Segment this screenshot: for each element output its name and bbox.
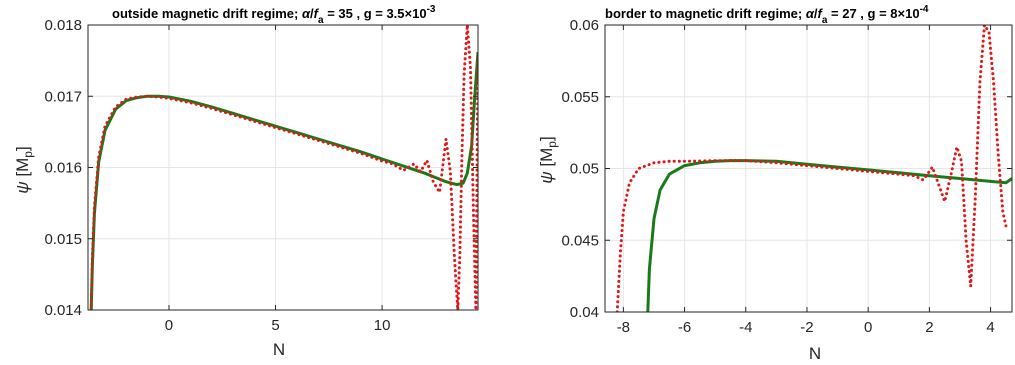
- x-tick-label: 10: [374, 317, 391, 334]
- series-group: [615, 25, 1012, 312]
- y-tick-label: 0.05: [570, 161, 599, 178]
- series-line-dotted: [615, 25, 1008, 312]
- y-axis-label: ψ [Mp]: [13, 146, 35, 193]
- y-tick-label: 0.015: [44, 231, 82, 248]
- x-axis-label: N: [809, 344, 821, 363]
- series-line-dotted: [89, 25, 478, 310]
- chart-title: outside magnetic drift regime; α/fa = 35…: [112, 4, 436, 26]
- y-tick-label: 0.04: [570, 304, 599, 321]
- y-tick-label: 0.014: [44, 302, 82, 319]
- series-line-solid: [646, 159, 1012, 312]
- x-tick-label: 4: [986, 319, 994, 336]
- y-tick-label: 0.045: [561, 232, 599, 249]
- y-tick-label: 0.055: [561, 89, 599, 106]
- grid: [88, 24, 478, 311]
- x-tick-label: -6: [678, 319, 691, 336]
- x-tick-label: 2: [925, 319, 933, 336]
- x-tick-label: 5: [271, 317, 279, 334]
- chart-panel-right: border to magnetic drift regime; α/fa = …: [537, 4, 1013, 363]
- chart-panel-left: outside magnetic drift regime; α/fa = 35…: [13, 4, 479, 359]
- ticks: -8 -6 -4 -2 0 2 4 0.04 0.045 0.05 0.055 0.06: [561, 17, 1012, 336]
- y-tick-label: 0.016: [44, 160, 82, 177]
- series-group: [89, 25, 478, 310]
- chart-title: border to magnetic drift regime; α/fa = …: [605, 4, 929, 26]
- x-tick-label: 0: [864, 319, 872, 336]
- series-line-solid: [89, 51, 478, 310]
- x-tick-label: -8: [617, 319, 630, 336]
- x-axis-label: N: [273, 340, 285, 359]
- y-tick-label: 0.018: [44, 17, 82, 34]
- x-tick-label: 0: [165, 317, 173, 334]
- y-axis-label: ψ [Mp]: [537, 136, 559, 183]
- x-tick-label: -4: [739, 319, 752, 336]
- y-tick-label: 0.06: [570, 17, 599, 34]
- x-tick-label: -2: [800, 319, 813, 336]
- ticks: 0 5 10 0.014 0.015 0.016 0.017 0.018: [44, 17, 478, 334]
- y-tick-label: 0.017: [44, 88, 82, 105]
